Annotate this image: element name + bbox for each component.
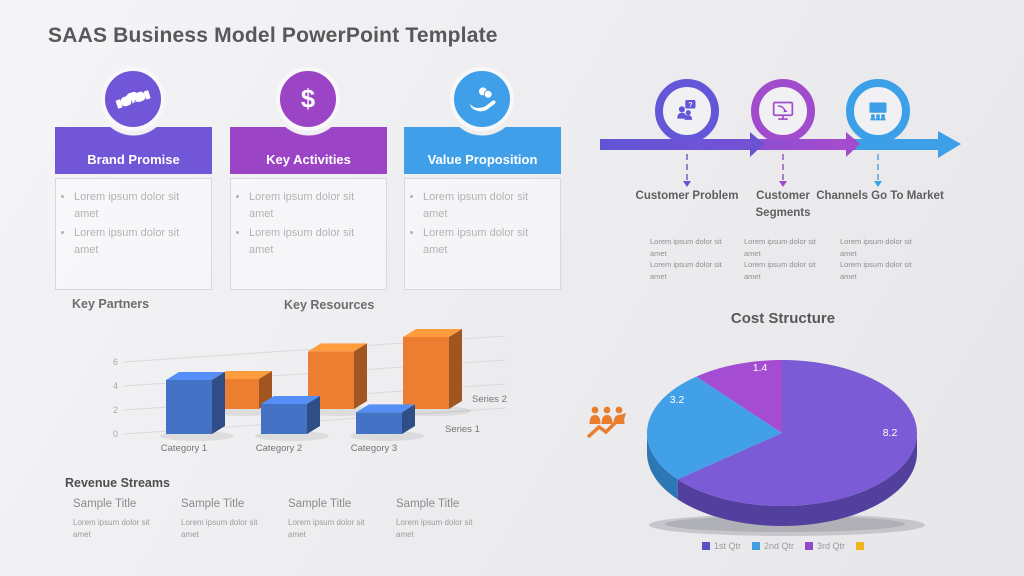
- bullet-item: Lorem ipsum dolor sit amet: [423, 189, 554, 223]
- bullet-item: Lorem ipsum dolor sit amet: [249, 189, 380, 223]
- legend-swatch: [751, 542, 760, 550]
- step-description: Lorem ipsum dolor sit amet Lorem ipsum d…: [744, 236, 824, 283]
- hand-coins-icon: [469, 87, 496, 112]
- card-brand-promise: Brand Promise Lorem ipsum dolor sit amet…: [55, 67, 212, 290]
- card-title: Key Activities: [266, 152, 351, 167]
- step-desc-line: Lorem ipsum dolor sit amet: [840, 260, 912, 281]
- step-desc-line: Lorem ipsum dolor sit amet: [744, 260, 816, 281]
- svg-text:Category 2: Category 2: [256, 443, 302, 454]
- timeline-segment-1: [600, 139, 760, 150]
- bar-chart: 0 2 4 6 Category 1 Category 2 Category 3 Series…: [113, 329, 507, 454]
- bullet-item: Lorem ipsum dolor sit amet: [74, 225, 205, 259]
- legend-item: [856, 541, 868, 551]
- revenue-item: Sample Title Lorem ipsum dolor sit amet: [288, 498, 388, 541]
- bullet-item: Lorem ipsum dolor sit amet: [74, 189, 205, 223]
- pie-legend: 1st Qtr 2nd Qtr 3rd Qtr: [655, 541, 915, 551]
- card-header: Brand Promise: [55, 127, 212, 174]
- card-title: Brand Promise: [87, 152, 180, 167]
- card-body: Lorem ipsum dolor sit amet Lorem ipsum d…: [55, 178, 212, 290]
- svg-text:?: ?: [688, 100, 692, 109]
- revenue-item-text: Lorem ipsum dolor sit amet: [288, 518, 365, 539]
- people-question-icon: ?: [677, 100, 696, 120]
- monitor-pointer-icon: [772, 101, 794, 120]
- svg-text:Series 1: Series 1: [445, 424, 480, 435]
- card-body: Lorem ipsum dolor sit amet Lorem ipsum d…: [404, 178, 561, 290]
- svg-text:2: 2: [113, 405, 118, 415]
- revenue-item-title: Sample Title: [288, 498, 352, 510]
- cost-structure-title: Cost Structure: [730, 310, 836, 327]
- legend-label: 2nd Qtr: [763, 541, 794, 551]
- step-desc-line: Lorem ipsum dolor sit amet: [650, 237, 722, 258]
- revenue-streams-heading: Revenue Streams: [65, 476, 170, 490]
- step-title-channels: Channels Go To Market: [816, 190, 944, 202]
- svg-text:8.2: 8.2: [883, 427, 898, 439]
- legend-swatch: [805, 542, 813, 550]
- customer-problem-ring: ?: [655, 79, 719, 143]
- dollar-icon: $: [301, 86, 315, 114]
- connector-dashed-line: [877, 154, 879, 180]
- timeline-chevron-1: [750, 132, 764, 157]
- svg-text:4: 4: [113, 381, 118, 391]
- step-title-customer-segments: Customer Segments: [755, 190, 811, 220]
- key-partners-label: Key Partners: [72, 297, 150, 311]
- legend-label: 1st Qtr: [713, 541, 741, 551]
- connector-arrow-icon: [683, 181, 691, 187]
- timeline-segment-2: [760, 139, 856, 150]
- connector-arrow-icon: [874, 181, 882, 187]
- revenue-item: Sample Title Lorem ipsum dolor sit amet: [73, 498, 173, 541]
- card-key-activities: $ Key Activities Lorem ipsum dolor sit a…: [230, 67, 387, 290]
- step-desc-line: Lorem ipsum dolor sit amet: [650, 260, 722, 281]
- legend-label: 3rd Qtr: [817, 541, 846, 551]
- bullet-item: Lorem ipsum dolor sit amet: [249, 225, 380, 259]
- step-desc-line: Lorem ipsum dolor sit amet: [840, 237, 912, 258]
- card-value-proposition: Value Proposition Lorem ipsum dolor sit …: [404, 67, 561, 290]
- connector-dashed-line: [782, 154, 784, 180]
- card-header: Key Activities: [230, 127, 387, 174]
- step-description: Lorem ipsum dolor sit amet Lorem ipsum d…: [650, 236, 730, 283]
- presentation-audience-icon: [869, 102, 887, 121]
- svg-text:1.4: 1.4: [753, 362, 768, 374]
- svg-text:0: 0: [113, 429, 118, 439]
- card-body: Lorem ipsum dolor sit amet Lorem ipsum d…: [230, 178, 387, 290]
- revenue-item: Sample Title Lorem ipsum dolor sit amet: [396, 498, 496, 541]
- revenue-item-text: Lorem ipsum dolor sit amet: [73, 518, 150, 539]
- svg-text:6: 6: [113, 357, 118, 367]
- handshake-icon: [115, 90, 151, 109]
- legend-item: 1st Qtr: [701, 541, 741, 551]
- bullet-item: Lorem ipsum dolor sit amet: [423, 225, 554, 259]
- svg-text:$: $: [301, 86, 315, 114]
- revenue-item-title: Sample Title: [73, 498, 137, 510]
- step-desc-line: Lorem ipsum dolor sit amet: [744, 237, 816, 258]
- revenue-item-title: Sample Title: [396, 498, 460, 510]
- revenue-item: Sample Title Lorem ipsum dolor sit amet: [181, 498, 281, 541]
- handshake-icon: [101, 67, 165, 131]
- svg-text:Category 1: Category 1: [161, 443, 207, 454]
- legend-item: 2nd Qtr: [751, 541, 794, 551]
- card-header: Value Proposition: [404, 127, 561, 174]
- timeline-arrowhead: [938, 131, 961, 158]
- step-title-customer-problem: Customer Problem: [635, 190, 739, 202]
- pie-chart: 8.2 3.2 1.4: [647, 360, 925, 536]
- timeline-chevron-2: [846, 132, 860, 157]
- dollar-icon: $: [276, 67, 340, 131]
- slide-title: SAAS Business Model PowerPoint Template: [48, 24, 498, 47]
- hand-coins-icon: [450, 67, 514, 131]
- revenue-item-text: Lorem ipsum dolor sit amet: [181, 518, 258, 539]
- key-resources-label: Key Resources: [284, 298, 375, 312]
- svg-text:Series 2: Series 2: [472, 394, 507, 405]
- timeline-segment-3: [856, 139, 938, 150]
- connector-arrow-icon: [779, 181, 787, 187]
- legend-swatch: [856, 542, 865, 550]
- revenue-item-title: Sample Title: [181, 498, 245, 510]
- svg-text:Category 3: Category 3: [351, 443, 397, 454]
- legend-swatch: [701, 542, 710, 550]
- legend-item: 3rd Qtr: [805, 541, 845, 551]
- step-description: Lorem ipsum dolor sit amet Lorem ipsum d…: [840, 236, 920, 283]
- card-title: Value Proposition: [427, 152, 538, 167]
- connector-dashed-line: [686, 154, 688, 180]
- people-growth-icon: [586, 406, 626, 439]
- revenue-item-text: Lorem ipsum dolor sit amet: [396, 518, 473, 539]
- svg-text:3.2: 3.2: [670, 394, 685, 406]
